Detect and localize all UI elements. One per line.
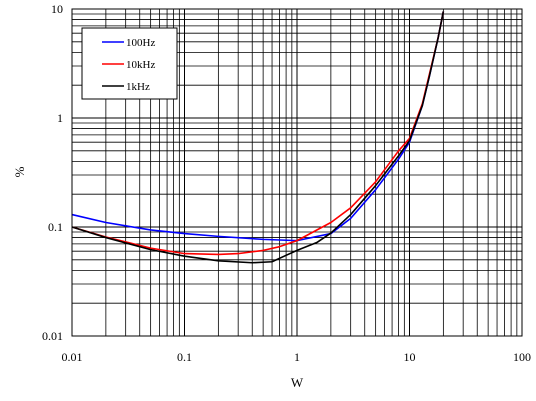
- legend: 100Hz 10kHz 1kHz: [81, 27, 178, 100]
- legend-label-1kHz: 1kHz: [126, 81, 150, 93]
- x-tick-label: 10: [404, 350, 416, 364]
- x-tick-labels: 0.01 0.1 1 10 100: [62, 350, 532, 364]
- plot-frame: [71, 8, 523, 337]
- series-line-1kHz: [71, 11, 445, 264]
- legend-label-100Hz: 100Hz: [126, 37, 155, 49]
- series-layer: [71, 11, 445, 264]
- y-tick-label: 0.01: [42, 329, 63, 343]
- y-tick-label: 0.1: [48, 220, 63, 234]
- y-axis-label: %: [12, 166, 27, 177]
- x-axis-label: W: [291, 375, 304, 390]
- y-tick-label: 10: [51, 2, 63, 16]
- x-tick-label: 100: [513, 350, 531, 364]
- x-tick-label: 0.01: [62, 350, 83, 364]
- y-tick-label: 1: [57, 111, 63, 125]
- legend-box: [81, 27, 178, 100]
- x-tick-label: 1: [294, 350, 300, 364]
- y-tick-labels: 0.01 0.1 1 10: [42, 2, 63, 343]
- legend-label-10kHz: 10kHz: [126, 59, 155, 71]
- x-tick-label: 0.1: [177, 350, 192, 364]
